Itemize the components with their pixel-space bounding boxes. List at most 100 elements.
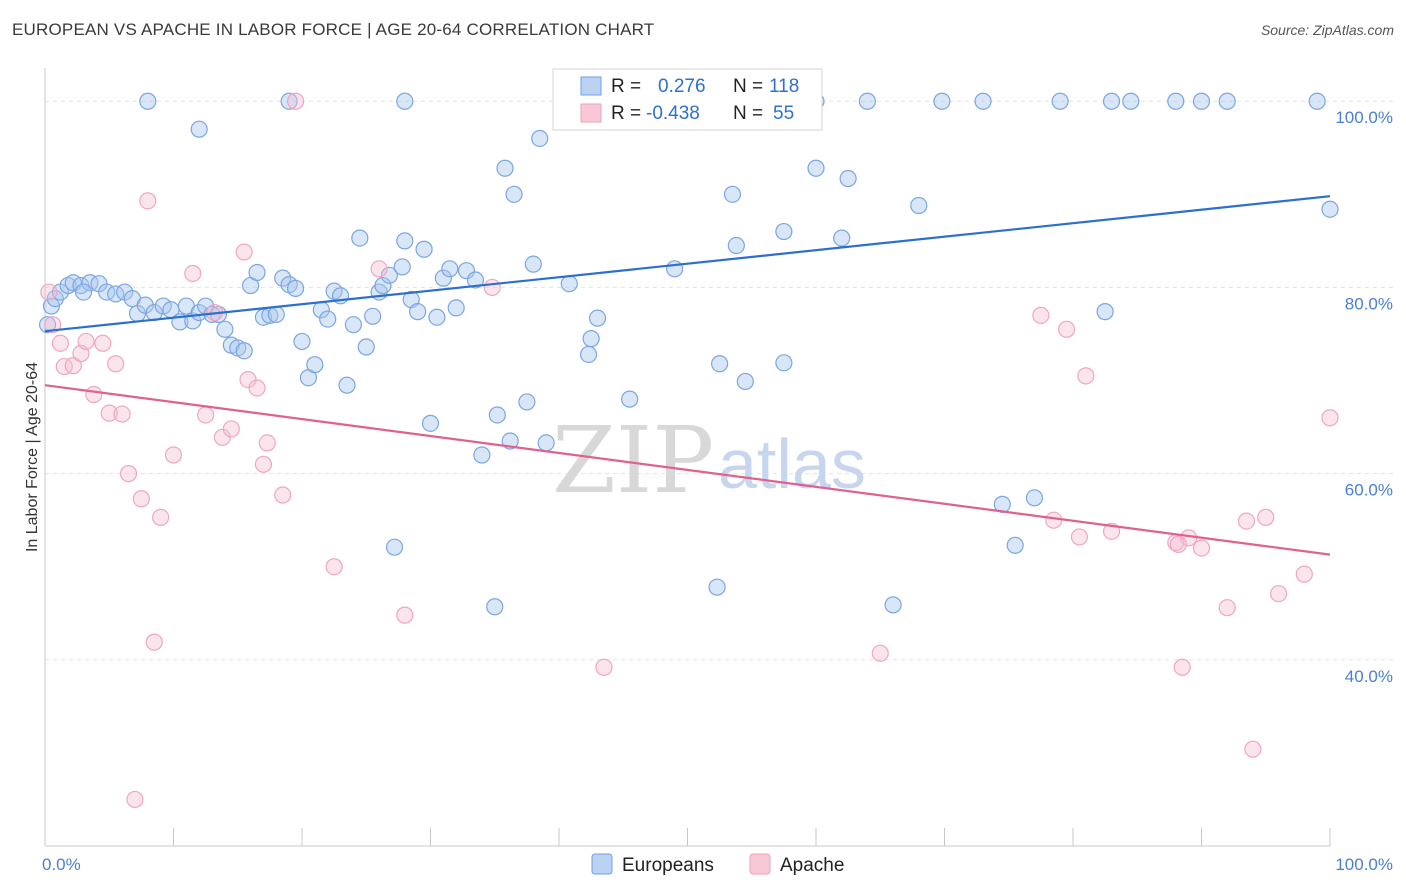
europeans-point bbox=[1122, 92, 1140, 110]
europeans-point bbox=[1096, 303, 1114, 321]
europeans-point bbox=[434, 269, 452, 287]
chart-title: EUROPEAN VS APACHE IN LABOR FORCE | AGE … bbox=[12, 20, 655, 39]
europeans-point bbox=[666, 260, 684, 278]
apache-point bbox=[871, 644, 889, 662]
apache-point bbox=[94, 334, 112, 352]
apache-point bbox=[1269, 585, 1288, 603]
apache-point bbox=[1257, 508, 1275, 526]
apache-point bbox=[483, 278, 501, 297]
apache-point bbox=[77, 332, 95, 351]
apache-point bbox=[1192, 539, 1211, 557]
europeans-point bbox=[579, 345, 598, 364]
apache-point bbox=[152, 508, 170, 526]
series-legend-label-apache: Apache bbox=[780, 855, 844, 876]
apache-point bbox=[1057, 320, 1076, 338]
legend-r-label-europeans: R = bbox=[611, 76, 641, 97]
apache-point bbox=[595, 658, 613, 676]
legend-swatch-europeans bbox=[580, 76, 602, 96]
source-credit: Source: ZipAtlas.com bbox=[1260, 22, 1394, 38]
europeans-point bbox=[775, 222, 793, 241]
y-tick-label: 80.0% bbox=[1345, 294, 1393, 313]
europeans-point bbox=[364, 307, 382, 325]
europeans-point bbox=[621, 390, 639, 408]
europeans-point bbox=[1321, 200, 1339, 218]
europeans-point bbox=[421, 414, 440, 432]
europeans-point bbox=[582, 330, 600, 348]
series-legend-swatch-apache bbox=[749, 853, 771, 875]
apache-point bbox=[286, 92, 305, 110]
europeans-point bbox=[1167, 92, 1185, 110]
europeans-point bbox=[1006, 536, 1024, 554]
apache-point bbox=[396, 606, 414, 624]
europeans-point bbox=[1308, 92, 1326, 110]
europeans-point bbox=[293, 332, 311, 351]
apache-point bbox=[1218, 599, 1236, 617]
apache-trend-line bbox=[44, 384, 1331, 556]
europeans-point bbox=[910, 196, 928, 215]
europeans-point bbox=[396, 232, 414, 250]
apache-point bbox=[51, 334, 70, 352]
correlation-legend: R = 0.276 N = 118 R = -0.438 N = 55 bbox=[552, 68, 823, 131]
europeans-point bbox=[351, 229, 369, 247]
europeans-point bbox=[1051, 92, 1069, 110]
europeans-point bbox=[319, 310, 337, 328]
europeans-point bbox=[139, 92, 157, 110]
y-tick-label: 100.0% bbox=[1335, 108, 1393, 127]
apache-point bbox=[119, 465, 138, 483]
apache-point bbox=[100, 404, 118, 422]
europeans-trend-line bbox=[44, 195, 1331, 333]
europeans-point bbox=[1192, 92, 1211, 110]
europeans-point bbox=[447, 299, 465, 317]
europeans-point bbox=[974, 92, 992, 110]
europeans-point bbox=[280, 92, 298, 110]
europeans-point bbox=[708, 578, 726, 596]
europeans-point bbox=[518, 393, 536, 411]
apache-point bbox=[64, 357, 82, 375]
europeans-point bbox=[1218, 92, 1236, 110]
europeans-point bbox=[235, 342, 253, 360]
apache-point bbox=[1244, 740, 1262, 758]
apache-point bbox=[139, 192, 157, 210]
legend-r-value-europeans: 0.276 bbox=[658, 76, 706, 97]
x-tick-label-min: 0.0% bbox=[42, 855, 81, 874]
apache-point bbox=[85, 385, 103, 404]
europeans-point bbox=[415, 240, 433, 258]
apache-point bbox=[254, 455, 273, 473]
europeans-point bbox=[248, 263, 266, 282]
apache-point bbox=[1045, 511, 1063, 529]
europeans-point bbox=[884, 596, 902, 614]
europeans-point bbox=[858, 92, 877, 110]
apache-point bbox=[197, 406, 215, 424]
apache-point bbox=[44, 316, 62, 334]
axes bbox=[44, 68, 1331, 847]
europeans-point bbox=[441, 260, 459, 278]
europeans-point bbox=[306, 356, 324, 374]
europeans-point bbox=[736, 372, 754, 391]
y-tick-label: 60.0% bbox=[1345, 481, 1393, 500]
europeans-point bbox=[344, 316, 362, 334]
europeans-point bbox=[338, 376, 356, 394]
series-legend-swatch-europeans bbox=[591, 853, 613, 875]
apache-point bbox=[1173, 658, 1191, 676]
legend-r-value-apache: -0.438 bbox=[646, 103, 700, 124]
apache-point bbox=[107, 355, 125, 373]
europeans-point bbox=[473, 446, 491, 464]
europeans-point bbox=[190, 120, 208, 138]
europeans-point bbox=[537, 434, 555, 452]
europeans-point bbox=[409, 303, 427, 321]
series-legend: Europeans Apache bbox=[591, 853, 844, 876]
x-tick-label-max: 100.0% bbox=[1335, 855, 1393, 874]
apache-point bbox=[145, 633, 163, 651]
apache-point bbox=[248, 379, 266, 397]
legend-n-value-apache: 55 bbox=[773, 103, 794, 124]
apache-point bbox=[235, 243, 253, 261]
europeans-point bbox=[393, 258, 411, 276]
europeans-point bbox=[286, 279, 305, 297]
europeans-point bbox=[274, 269, 292, 287]
europeans-point bbox=[380, 266, 398, 284]
europeans-point bbox=[385, 538, 404, 556]
apache-point bbox=[370, 260, 388, 278]
europeans-point bbox=[496, 159, 514, 177]
europeans-point bbox=[807, 159, 825, 177]
